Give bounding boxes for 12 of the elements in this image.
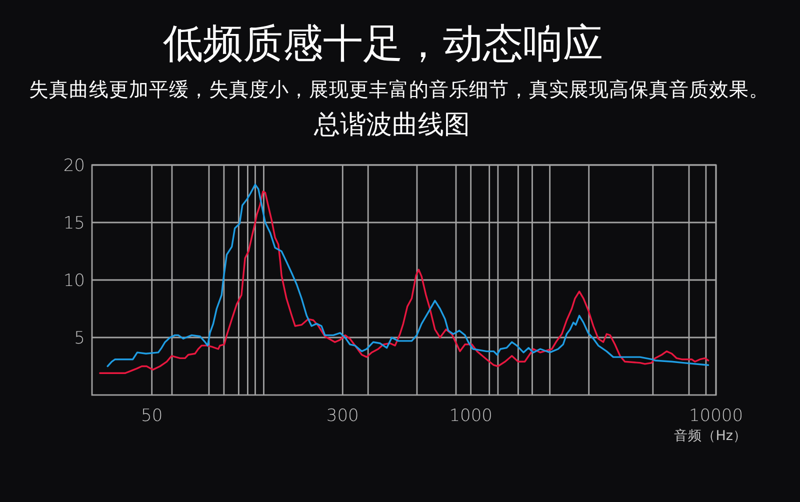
- text: 总谐波曲线图: [313, 110, 470, 140]
- chart-subtitle: 失真曲线更加平缓，失真度小，展现更丰富的音乐细节，真实展现高保真音质效果。: [29, 78, 769, 101]
- x-tick-label: 10000: [688, 406, 744, 426]
- y-tick-label: 20: [63, 156, 85, 176]
- y-tick-label: 15: [63, 214, 85, 234]
- y-tick-label: 5: [74, 328, 85, 348]
- chart-title: 低频质感十足，动态响应: [163, 21, 603, 67]
- y-tick-label: 10: [63, 271, 85, 291]
- x-tick-label: 50: [141, 406, 163, 426]
- x-axis-title: 音频（Hz）: [674, 428, 747, 444]
- x-tick-label: 1000: [449, 406, 492, 426]
- x-tick-label: 300: [326, 406, 359, 426]
